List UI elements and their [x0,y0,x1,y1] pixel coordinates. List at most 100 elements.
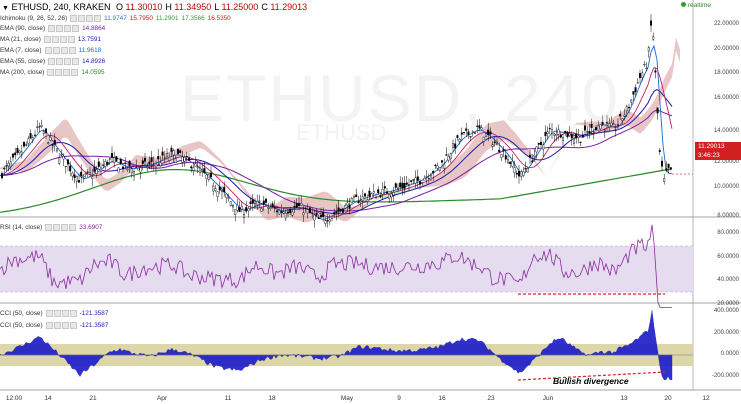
more-icon[interactable] [94,14,102,22]
eye-icon[interactable] [43,36,51,44]
candle-body [49,137,52,141]
time-axis-label: 9 [397,395,401,402]
eye-icon[interactable] [45,223,53,231]
candle-body [443,163,446,169]
close-icon[interactable] [64,25,72,33]
candle-body [276,210,279,213]
indicator-row[interactable]: CCI (50, close) -121.3587 [0,320,108,330]
candle-body [214,188,217,191]
close-icon[interactable] [61,321,69,329]
candle-body [168,156,171,161]
candle-body [179,150,182,153]
candle-body [493,141,496,144]
settings-icon[interactable] [51,36,59,44]
candle-body [623,114,626,117]
eye-icon[interactable] [48,25,56,33]
eye-icon[interactable] [44,46,52,54]
indicator-row[interactable]: MA (200, close) 14.0595 [0,67,108,77]
ohlc-value: 11.30010 [125,2,163,12]
candle-body [551,129,554,134]
ichimoku-cloud-segment [208,147,212,156]
candle-body [289,208,292,213]
ohlc-key: H [165,2,175,12]
candle-body [298,202,301,206]
settings-icon[interactable] [53,223,61,231]
ichimoku-cloud-segment [116,171,120,186]
more-icon[interactable] [68,46,76,54]
close-icon[interactable] [63,68,71,76]
candle-body [247,208,250,211]
candle-body [25,144,28,146]
candle-body [262,200,265,205]
candle-body [183,157,186,162]
candle-body [311,212,314,214]
indicator-row[interactable]: MA (21, close) 13.7591 [0,35,104,45]
ichimoku-cloud-segment [212,151,216,159]
more-icon[interactable] [72,25,80,33]
ichimoku-cloud-segment [32,148,36,168]
settings-icon[interactable] [56,57,64,65]
indicator-row[interactable]: RSI (14, close) 33.6907 [0,222,102,232]
eye-icon[interactable] [48,57,56,65]
candle-body [643,64,646,66]
close-icon[interactable] [60,46,68,54]
candle-body [80,171,83,177]
close-icon[interactable] [61,223,69,231]
more-icon[interactable] [69,309,77,317]
ichimoku-cloud-segment [304,197,308,223]
settings-icon[interactable] [55,68,63,76]
candle-body [636,82,639,84]
ichimoku-cloud-segment [268,206,272,221]
candle-body [357,201,360,204]
candle-body [564,130,567,133]
candle-body [436,165,439,169]
settings-icon[interactable] [56,25,64,33]
more-icon[interactable] [71,68,79,76]
more-icon[interactable] [69,223,77,231]
candle-body [480,127,483,130]
time-axis-label: Jun [542,395,554,402]
indicator-row[interactable]: Ichimoku (9, 26, 52, 26) 11.9747 15.7950 11… [0,13,234,23]
ichimoku-cloud-segment [552,158,556,167]
candle-body [267,206,270,209]
indicator-row[interactable]: EMA (7, close) 11.9618 [0,45,104,55]
ichimoku-cloud-segment [448,162,452,185]
candle-body [258,200,261,202]
eye-icon[interactable] [45,309,53,317]
rsi-value: 33.6907 [79,223,103,231]
candle-body [647,47,650,52]
eye-icon[interactable] [47,68,55,76]
more-icon[interactable] [72,57,80,65]
indicator-row[interactable]: CCI (50, close) -121.3587 [0,308,108,318]
eye-icon[interactable] [70,14,78,22]
arrow-down-icon[interactable]: ▼ [2,5,9,12]
indicator-controls [47,68,79,76]
settings-icon[interactable] [52,46,60,54]
indicator-row[interactable]: EMA (90, close) 14.8864 [0,24,108,34]
settings-icon[interactable] [53,321,61,329]
close-icon[interactable] [61,309,69,317]
candle-body [317,217,320,219]
close-icon[interactable] [64,57,72,65]
symbol-title[interactable]: ETHUSD, 240, KRAKEN [11,2,111,12]
indicator-value: 11.9618 [78,46,102,54]
candle-body [625,106,628,111]
settings-icon[interactable] [53,309,61,317]
candle-body [603,129,606,132]
eye-icon[interactable] [45,321,53,329]
candle-body [119,158,122,165]
indicator-row[interactable]: EMA (55, close) 14.8926 [0,56,108,66]
settings-icon[interactable] [78,14,86,22]
candle-body [471,131,474,133]
candle-body [507,159,510,164]
more-icon[interactable] [69,321,77,329]
indicator-label: Ichimoku (9, 26, 52, 26) [0,14,68,22]
axis-tick-label: 40.0000 [717,277,739,283]
more-icon[interactable] [67,36,75,44]
close-icon[interactable] [86,14,94,22]
candle-body [209,172,212,178]
candle-body [562,137,565,141]
time-axis-label: 18 [268,395,276,402]
close-icon[interactable] [59,36,67,44]
